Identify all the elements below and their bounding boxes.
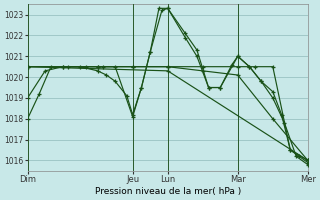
X-axis label: Pression niveau de la mer( hPa ): Pression niveau de la mer( hPa ) bbox=[95, 187, 241, 196]
